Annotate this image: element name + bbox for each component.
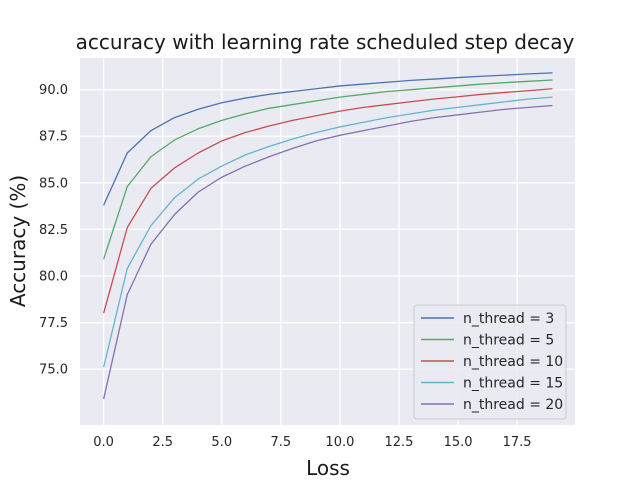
x-tick-label: 5.0 (211, 435, 232, 450)
legend-label-3: n_thread = 10 (463, 354, 563, 370)
legend-box (413, 304, 567, 420)
x-tick-label: 12.5 (384, 435, 413, 450)
x-tick-label: 10.0 (325, 435, 354, 450)
series-line-4 (102, 96, 553, 368)
y-tick-label: 85.0 (39, 176, 68, 191)
x-axis-label: Loss (306, 456, 350, 480)
x-tick-label: 7.5 (270, 435, 291, 450)
tick-labels: 0.0 2.5 5.0 7.5 10.0 12.5 15.0 17.5 75.0 77.5 80.0… (39, 83, 532, 450)
series-line-3 (103, 88, 553, 314)
legend-label-5: n_thread = 20 (463, 397, 563, 413)
series-line-2 (103, 79, 553, 260)
series-line-5 (102, 104, 553, 400)
legend-label-1: n_thread = 3 (463, 311, 554, 327)
series-lines (102, 72, 553, 400)
legend-label-2: n_thread = 5 (463, 333, 554, 349)
legend-label-4: n_thread = 15 (463, 376, 563, 392)
y-tick-label: 77.5 (39, 316, 68, 331)
y-axis-label: Accuracy (%) (6, 175, 30, 307)
y-tick-label: 75.0 (39, 363, 68, 378)
y-tick-label: 82.5 (39, 223, 68, 238)
y-tick-label: 80.0 (39, 269, 68, 284)
x-tick-label: 2.5 (152, 435, 173, 450)
legend: n_thread = 3 n_thread = 5 n_thread = 10 n_t… (413, 304, 567, 420)
y-tick-label: 90.0 (39, 83, 68, 98)
x-tick-label: 17.5 (503, 435, 532, 450)
y-tick-label: 87.5 (39, 130, 68, 145)
x-tick-label: 0.0 (93, 435, 114, 450)
x-tick-label: 15.0 (444, 435, 473, 450)
chart-title: accuracy with learning rate scheduled st… (76, 30, 575, 54)
series-line-1 (103, 72, 553, 206)
